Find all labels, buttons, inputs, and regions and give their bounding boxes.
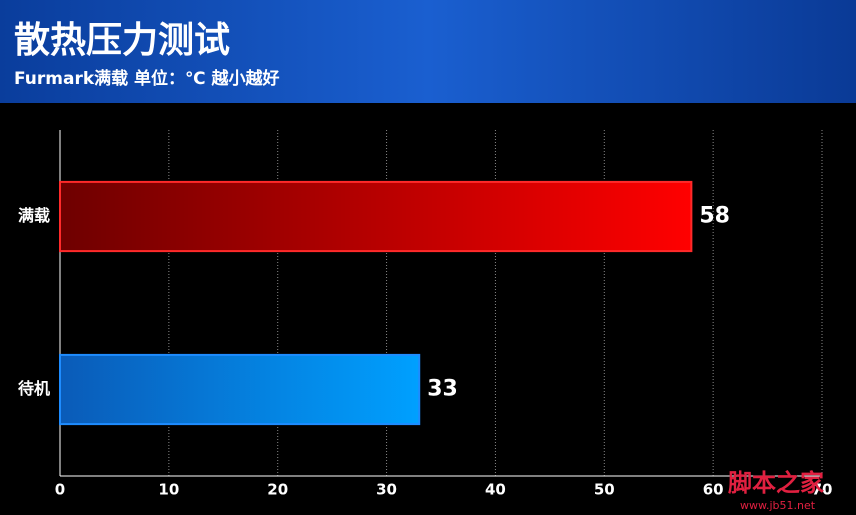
chart-title: 散热压力测试 (14, 20, 230, 61)
x-tick-label: 60 (703, 481, 724, 499)
y-tick-label: 满载 (18, 206, 50, 225)
value-label: 58 (699, 204, 730, 229)
watermark: 脚本之家 (728, 469, 824, 497)
x-tick-label: 30 (376, 481, 397, 499)
x-tick-label: 50 (594, 481, 615, 499)
bar (59, 353, 421, 426)
x-tick-label: 20 (267, 481, 288, 499)
watermark-url: www.jb51.net (740, 499, 816, 512)
x-tick-label: 10 (158, 481, 179, 499)
header (0, 0, 856, 103)
x-tick-label: 0 (55, 481, 65, 499)
y-tick-label: 待机 (18, 379, 50, 398)
bar (59, 180, 693, 253)
x-tick-label: 70 (812, 481, 833, 499)
chart-subtitle: Furmark满载 单位：℃ 越小越好 (14, 68, 280, 89)
x-tick-label: 40 (485, 481, 506, 499)
value-label: 33 (427, 377, 458, 402)
